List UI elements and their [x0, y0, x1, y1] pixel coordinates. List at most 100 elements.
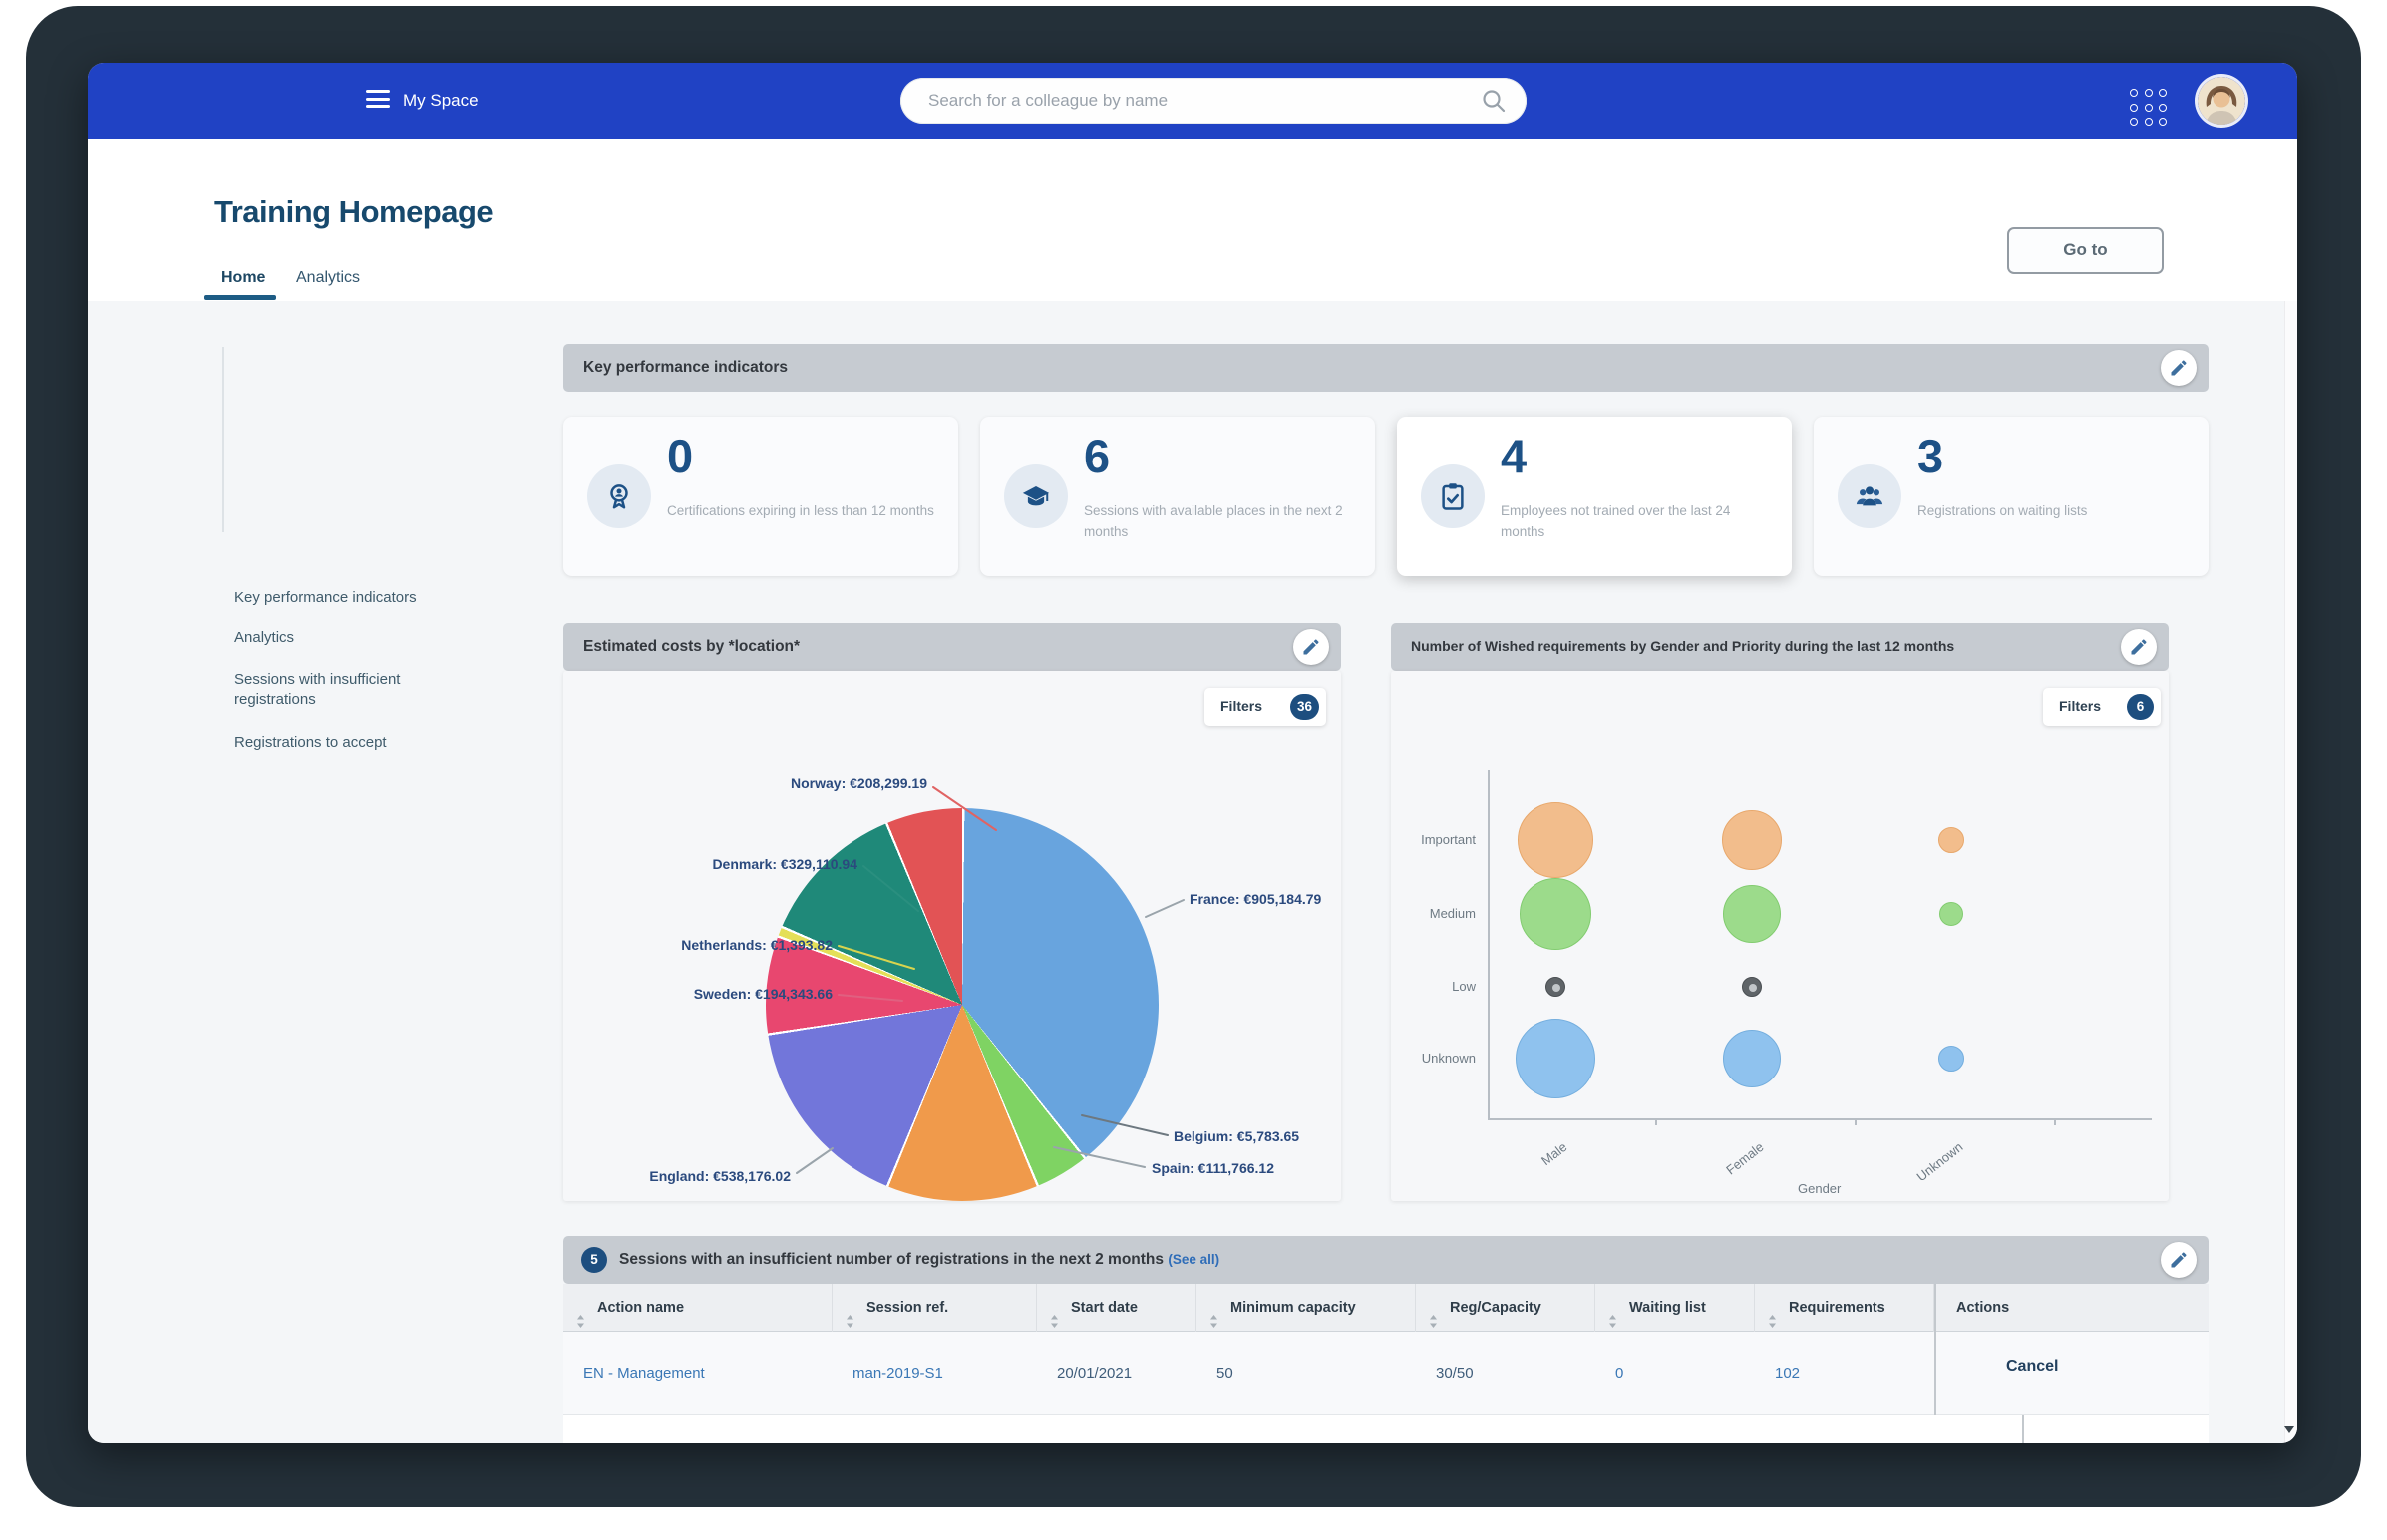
go-to-button[interactable]: Go to: [2007, 227, 2164, 274]
kpi-value: 3: [1917, 430, 1944, 482]
cell-action-name[interactable]: EN - Management: [583, 1365, 705, 1382]
column-header-actions: Actions: [1934, 1284, 2209, 1332]
kpi-icon-disc: [1004, 464, 1068, 528]
window-scrollbar[interactable]: [2284, 301, 2297, 1443]
kpi-card-0[interactable]: 0 Certifications expiring in less than 12…: [563, 417, 958, 576]
sort-icon[interactable]: [845, 1301, 855, 1349]
sort-icon[interactable]: [1607, 1301, 1618, 1349]
bubble-important-male: [1518, 802, 1593, 878]
column-header-session-ref-[interactable]: Session ref.: [833, 1284, 1037, 1332]
column-header-label: Minimum capacity: [1230, 1300, 1356, 1316]
kpi-card-3[interactable]: 3 Registrations on waiting lists: [1814, 417, 2209, 576]
bubble-chart-panel: Filters 6 Important Medium Low Unknown Male F…: [1391, 671, 2169, 1201]
column-header-label: Start date: [1071, 1300, 1138, 1316]
cell-actions: Cancel: [1934, 1332, 2209, 1415]
search-icon[interactable]: [1481, 88, 1507, 114]
kpi-value: 6: [1084, 430, 1111, 482]
cell-requirements[interactable]: 102: [1775, 1365, 1801, 1382]
sessions-table-column-header: Action name Session ref. Start date Minimum…: [563, 1284, 2209, 1332]
colleague-search-bar: [900, 78, 1527, 124]
filters-label: Filters: [1220, 698, 1263, 714]
top-navigation-bar: My Space: [88, 63, 2297, 139]
kpi-icon-disc: [1838, 464, 1901, 528]
x-tick-label-unknown: Unknown: [1913, 1139, 1966, 1185]
x-axis-tick: [1655, 1118, 1657, 1125]
sidebar-item-key-performance-indicators[interactable]: Key performance indicators: [234, 589, 417, 606]
kpi-edit-button[interactable]: [2161, 350, 2197, 386]
bubble-medium-female: [1723, 885, 1781, 943]
bubble-important-female: [1722, 810, 1782, 870]
column-header-minimum-capacity[interactable]: Minimum capacity: [1196, 1284, 1416, 1332]
column-header-start-date[interactable]: Start date: [1037, 1284, 1196, 1332]
x-axis-line: [1488, 1118, 2152, 1120]
see-all-link[interactable]: (See all): [1168, 1252, 1220, 1267]
pie-slice-label-spain: Spain: €111,766.12: [1152, 1160, 1274, 1176]
sort-icon[interactable]: [1049, 1301, 1060, 1349]
pie-slice-label-denmark: Denmark: €329,110.94: [712, 856, 857, 872]
bubble-inner-dot: [1749, 984, 1757, 992]
kpi-label: Certifications expiring in less than 12 …: [667, 503, 934, 518]
tab-analytics[interactable]: Analytics: [296, 269, 361, 286]
bubble-medium-unknown: [1939, 902, 1963, 926]
bubble-inner-dot: [1552, 984, 1560, 992]
kpi-value: 0: [667, 430, 694, 482]
kpi-card-1[interactable]: 6 Sessions with available places in the n…: [980, 417, 1375, 576]
sidebar-item-analytics[interactable]: Analytics: [234, 629, 295, 646]
bubble-unknown-male: [1516, 1019, 1595, 1098]
column-header-reg-capacity[interactable]: Reg/Capacity: [1416, 1284, 1595, 1332]
column-header-label: Actions: [1956, 1300, 2010, 1316]
user-avatar[interactable]: [2198, 77, 2245, 125]
bubble-low-male: [1545, 977, 1565, 997]
kpi-label: Employees not trained over the last 24 m…: [1501, 503, 1731, 539]
x-tick-label-male: Male: [1537, 1139, 1570, 1169]
tab-home[interactable]: Home: [221, 269, 266, 286]
cell-waiting-list[interactable]: 0: [1615, 1365, 1624, 1382]
cost-pie-chart-panel: Filters 36 Norway: €208,299.19 Denmark: €…: [563, 671, 1341, 1201]
cancel-button[interactable]: Cancel: [2006, 1358, 2059, 1375]
scrollbar-down-arrow-icon[interactable]: [2284, 1426, 2294, 1433]
kpi-card-2[interactable]: 4 Employees not trained over the last 24 …: [1397, 417, 1792, 576]
kpi-value: 4: [1501, 430, 1528, 482]
sort-icon[interactable]: [1208, 1301, 1219, 1349]
column-header-label: Action name: [597, 1300, 685, 1316]
cost-chart-edit-button[interactable]: [1293, 629, 1329, 665]
sort-icon[interactable]: [1767, 1301, 1778, 1349]
page-title: Training Homepage: [214, 194, 494, 229]
column-header-requirements[interactable]: Requirements: [1755, 1284, 1934, 1332]
x-axis-tick: [2054, 1118, 2056, 1125]
sessions-edit-button[interactable]: [2161, 1242, 2197, 1278]
cost-chart-filters-button[interactable]: Filters 36: [1204, 688, 1326, 726]
bubble-chart-header: Number of Wished requirements by Gender …: [1391, 623, 2169, 671]
page-header: Training Homepage Go to Home Analytics: [88, 139, 2297, 315]
search-input[interactable]: [928, 78, 1467, 124]
hamburger-menu-icon[interactable]: [366, 90, 390, 110]
sessions-section-title: Sessions with an insufficient number of …: [619, 1251, 1219, 1269]
app-window: My Space Training Homepage Go to Home An…: [88, 63, 2297, 1443]
x-axis-tick: [1855, 1118, 1857, 1125]
bubble-unknown-female: [1723, 1030, 1781, 1087]
sort-icon[interactable]: [1428, 1301, 1439, 1349]
sort-icon[interactable]: [575, 1301, 586, 1349]
app-launcher-grid-icon[interactable]: [2130, 89, 2170, 129]
filters-count-badge: 36: [1289, 694, 1319, 720]
bubble-chart-filters-button[interactable]: Filters 6: [2043, 688, 2161, 726]
kpi-label: Sessions with available places in the ne…: [1084, 503, 1343, 539]
bubble-chart-title: Number of Wished requirements by Gender …: [1411, 638, 1955, 654]
active-tab-underline: [204, 295, 276, 300]
pie-slice-label-belgium: Belgium: €5,783.65: [1174, 1128, 1300, 1144]
sidebar-item-registrations-to-accept[interactable]: Registrations to accept: [234, 734, 387, 751]
column-header-waiting-list[interactable]: Waiting list: [1595, 1284, 1755, 1332]
pie-slice-label-england: England: €538,176.02: [649, 1168, 791, 1184]
pie-chart-area[interactable]: Norway: €208,299.19 Denmark: €329,110.94 N…: [563, 671, 1341, 1201]
y-tick-label-important: Important: [1421, 832, 1476, 847]
bubble-chart-edit-button[interactable]: [2121, 629, 2157, 665]
column-header-action-name[interactable]: Action name: [563, 1284, 833, 1332]
sessions-count-badge: 5: [581, 1247, 607, 1273]
my-space-menu-label[interactable]: My Space: [403, 91, 479, 110]
bubble-chart-area[interactable]: Important Medium Low Unknown Male Female Unkno…: [1391, 671, 2169, 1201]
cell-session-ref[interactable]: man-2019-S1: [852, 1365, 943, 1382]
sidebar-item-sessions-with-insufficient-registrations[interactable]: Sessions with insufficient registrations: [234, 671, 401, 708]
column-header-label: Waiting list: [1629, 1300, 1706, 1316]
column-header-label: Session ref.: [866, 1300, 949, 1316]
column-header-label: Requirements: [1789, 1300, 1885, 1316]
